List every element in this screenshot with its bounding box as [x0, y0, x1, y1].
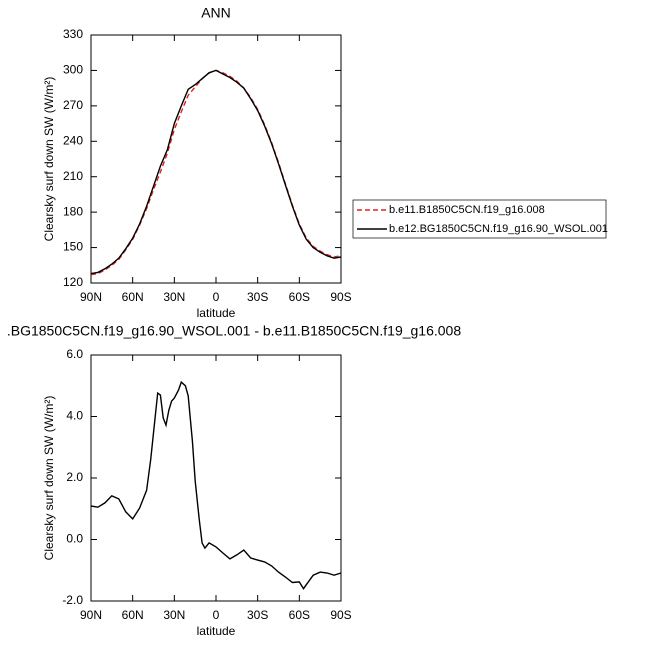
- x-tick-label: 30S: [247, 608, 268, 622]
- x-axis-label: latitude: [197, 624, 236, 638]
- y-tick-label: 120: [63, 275, 83, 289]
- chart-title: ANN: [201, 5, 231, 21]
- x-tick-label: 90N: [80, 608, 102, 622]
- y-tick-label: 270: [63, 98, 83, 112]
- legend-label: b.e12.BG1850C5CN.f19_g16.90_WSOL.001: [389, 223, 608, 235]
- y-axis-label: Clearsky surf down SW (W/m²): [42, 396, 56, 561]
- y-tick-label: 240: [63, 133, 83, 147]
- y-axis-label: Clearsky surf down SW (W/m²): [42, 77, 56, 242]
- data-line: [90, 380, 342, 590]
- y-tick-label: 210: [63, 169, 83, 183]
- y-tick-label: 2.0: [66, 470, 83, 484]
- x-tick-label: 30N: [163, 290, 185, 304]
- y-tick-label: 180: [63, 204, 83, 218]
- y-tick-label: 6.0: [66, 347, 83, 361]
- y-tick-label: 300: [63, 63, 83, 77]
- y-tick-label: 0.0: [66, 532, 83, 546]
- x-tick-label: 90N: [80, 290, 102, 304]
- legend-label: b.e11.B1850C5CN.f19_g16.008: [389, 204, 545, 216]
- data-line: [90, 69, 342, 275]
- y-tick-label: 150: [63, 240, 83, 254]
- legend-box: [352, 199, 607, 239]
- y-tick-label: 4.0: [66, 409, 83, 423]
- x-tick-label: 0: [213, 608, 220, 622]
- y-tick-label: -2.0: [62, 593, 83, 607]
- y-tick-label: 330: [63, 27, 83, 41]
- x-tick-label: 60N: [122, 290, 144, 304]
- x-tick-label: 30S: [247, 290, 268, 304]
- x-tick-label: 90S: [330, 608, 351, 622]
- x-tick-label: 0: [213, 290, 220, 304]
- chart-title: .BG1850C5CN.f19_g16.90_WSOL.001 - b.e11.…: [7, 323, 461, 339]
- x-tick-label: 30N: [163, 608, 185, 622]
- x-tick-label: 60S: [289, 608, 310, 622]
- x-tick-label: 60S: [289, 290, 310, 304]
- plot-frame: [90, 354, 342, 602]
- x-tick-label: 90S: [330, 290, 351, 304]
- x-tick-label: 60N: [122, 608, 144, 622]
- x-axis-label: latitude: [197, 306, 236, 320]
